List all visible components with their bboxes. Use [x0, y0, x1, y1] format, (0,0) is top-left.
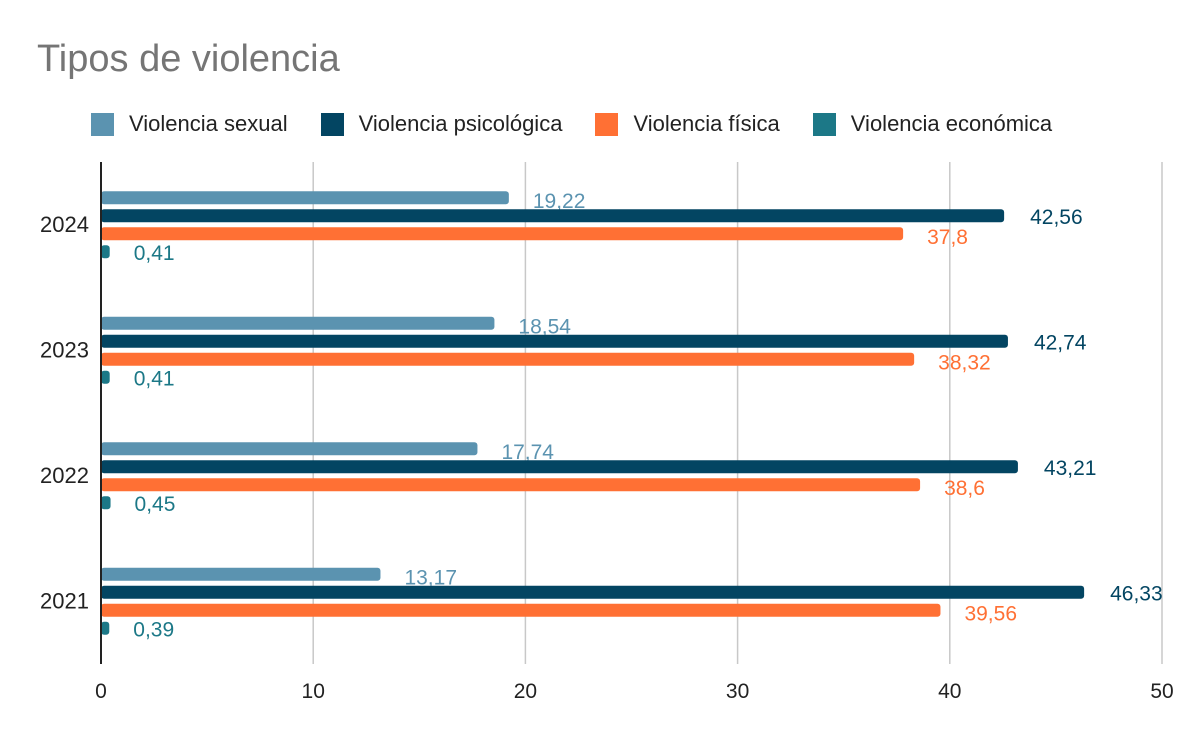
legend-swatch-economica	[812, 112, 836, 136]
legend-item-fisica[interactable]: Violencia física	[595, 111, 780, 137]
data-label: 0,41	[134, 367, 175, 390]
legend-label-sexual: Violencia sexual	[129, 111, 288, 136]
x-tick-label: 10	[302, 680, 325, 703]
data-label: 46,33	[1110, 582, 1163, 605]
chart-title: Tipos de violencia	[37, 38, 340, 80]
bar	[101, 352, 915, 366]
legend-item-sexual[interactable]: Violencia sexual	[91, 111, 288, 137]
legend-swatch-sexual	[91, 112, 114, 136]
data-label: 39,56	[964, 602, 1017, 625]
bar	[101, 478, 921, 492]
bar	[101, 567, 381, 581]
category-label: 2021	[40, 588, 89, 613]
data-label: 18,54	[518, 315, 571, 338]
data-label: 13,17	[404, 566, 457, 589]
data-label: 0,45	[135, 493, 176, 516]
bar	[101, 209, 1005, 223]
bar	[101, 442, 478, 456]
bar	[101, 191, 509, 205]
x-tick-label: 30	[726, 680, 749, 703]
category-label: 2023	[40, 337, 89, 362]
legend-item-psicologica[interactable]: Violencia psicológica	[320, 111, 563, 137]
bar	[101, 370, 110, 384]
category-label: 2024	[40, 212, 89, 237]
legend-label-psicologica: Violencia psicológica	[358, 111, 563, 136]
data-label: 17,74	[501, 441, 554, 464]
bar	[101, 245, 110, 259]
bar	[101, 603, 941, 617]
data-label: 42,56	[1030, 206, 1083, 229]
x-tick-label: 40	[938, 680, 961, 703]
data-label: 38,32	[938, 351, 991, 374]
legend-label-economica: Violencia económica	[850, 111, 1053, 136]
data-label: 37,8	[927, 226, 968, 249]
legend-item-economica[interactable]: Violencia económica	[812, 111, 1053, 137]
bar	[101, 460, 1018, 474]
data-label: 43,21	[1044, 457, 1097, 480]
data-label: 0,41	[134, 242, 175, 265]
bar	[101, 585, 1085, 599]
category-label: 2022	[40, 463, 89, 488]
data-label: 38,6	[944, 477, 985, 500]
bar	[101, 316, 495, 330]
legend: Violencia sexual Violencia psicológica V…	[91, 110, 1085, 138]
legend-swatch-fisica	[595, 112, 619, 136]
bar	[101, 334, 1008, 348]
x-tick-label: 50	[1150, 680, 1173, 703]
data-label: 19,22	[533, 190, 586, 213]
data-label: 0,39	[133, 618, 174, 641]
legend-swatch-psicologica	[320, 112, 344, 136]
bar	[101, 621, 110, 635]
data-label: 42,74	[1034, 331, 1087, 354]
x-tick-label: 0	[95, 680, 107, 703]
legend-label-fisica: Violencia física	[633, 111, 780, 136]
x-tick-label: 20	[514, 680, 537, 703]
bar	[101, 496, 111, 510]
bar	[101, 227, 904, 241]
